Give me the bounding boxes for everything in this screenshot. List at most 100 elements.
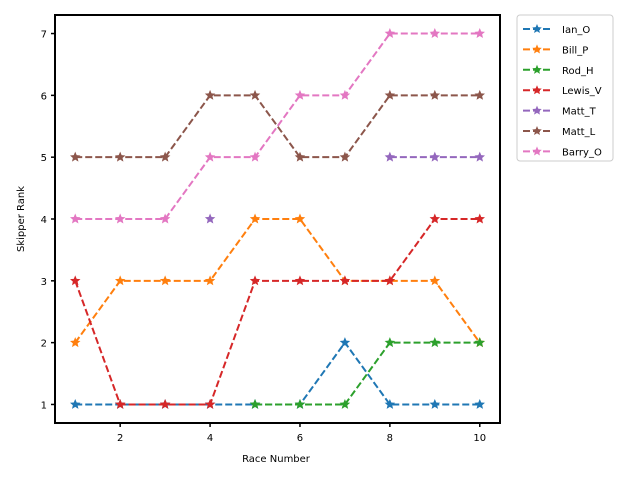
star-marker-icon [294,398,306,409]
star-marker-icon [429,151,441,162]
star-marker-icon [429,398,441,409]
star-marker-icon [249,89,261,100]
y-axis-ticks: 1 2 3 4 5 6 7 [41,30,55,411]
star-marker-icon [70,151,81,162]
star-marker-icon [159,275,171,286]
star-marker-icon [294,151,306,162]
y-tick-label: 1 [41,400,47,411]
star-marker-icon [532,64,542,74]
star-marker-icon [294,275,306,286]
series-line [255,341,480,406]
star-marker-icon [474,398,485,409]
y-tick-label: 5 [41,153,47,164]
star-marker-icon [70,213,81,224]
legend-label: Rod_H [562,66,593,77]
star-marker-icon [339,89,351,100]
star-marker-icon [70,337,81,348]
series-lewis-v [70,213,485,409]
legend-item: Bill_P [523,44,588,56]
star-marker-icon [532,146,542,156]
star-marker-icon [339,337,351,348]
legend-item: Ian_O [523,24,590,36]
star-marker-icon [70,275,81,286]
star-marker-icon [429,275,441,286]
plot-lines [70,28,485,409]
star-marker-icon [249,151,261,162]
series-rod-h [249,337,485,409]
x-tick-label: 2 [117,433,123,444]
y-tick-label: 4 [41,215,47,226]
star-marker-icon [70,398,81,409]
star-marker-icon [384,337,396,348]
star-marker-icon [532,24,542,34]
star-marker-icon [384,151,396,162]
star-marker-icon [474,28,485,38]
star-marker-icon [204,89,216,100]
star-marker-icon [249,275,261,286]
legend-label: Lewis_V [562,86,602,97]
legend-label: Bill_P [562,45,588,56]
star-marker-icon [474,213,485,224]
legend-item: Matt_T [523,105,597,118]
star-marker-icon [339,398,351,409]
y-axis-label: Skipper Rank [16,186,27,252]
star-marker-icon [474,89,485,100]
y-tick-label: 2 [41,339,47,350]
series-barry-o [70,28,485,224]
star-marker-icon [204,151,216,162]
y-tick-label: 3 [41,277,47,288]
y-tick-label: 6 [41,91,47,102]
x-axis-label: Race Number [242,454,311,465]
x-tick-label: 4 [207,433,213,444]
legend: Ian_O Bill_P Rod_H Lewis_V Matt_T Matt_L Barry… [516,14,614,162]
series-matt-l [70,89,485,162]
y-tick-label: 7 [41,30,47,41]
star-marker-icon [114,275,126,286]
series-ian-o [70,337,485,409]
star-marker-icon [114,213,126,224]
series-line [74,218,480,406]
star-marker-icon [249,398,261,409]
x-axis-ticks: 2 4 6 8 10 [117,423,486,444]
star-marker-icon [339,275,351,286]
star-marker-icon [339,151,351,162]
star-marker-icon [384,89,396,100]
series-matt-t [204,151,485,224]
star-marker-icon [532,126,542,136]
star-marker-icon [429,28,441,38]
star-marker-icon [532,85,542,95]
series-line [74,218,481,344]
star-marker-icon [384,398,396,409]
star-marker-icon [294,89,306,100]
legend-frame [516,14,614,162]
series-line [75,340,480,406]
star-marker-icon [114,151,126,162]
star-marker-icon [474,151,485,162]
star-marker-icon [204,275,216,286]
legend-item: Rod_H [523,64,593,77]
star-marker-icon [384,28,396,38]
x-tick-label: 10 [473,433,486,444]
star-marker-icon [159,213,171,224]
star-marker-icon [429,213,441,224]
star-marker-icon [532,44,542,54]
star-marker-icon [249,213,261,224]
star-marker-icon [294,213,306,224]
legend-label: Barry_O [562,147,602,158]
star-marker-icon [159,398,171,409]
star-marker-icon [384,275,396,286]
x-tick-label: 6 [297,433,303,444]
star-marker-icon [429,337,441,348]
star-marker-icon [114,398,126,409]
legend-item: Lewis_V [523,85,602,97]
legend-item: Matt_L [523,126,596,138]
legend-label: Ian_O [562,25,590,36]
series-line [75,94,480,159]
legend-label: Matt_T [562,107,597,118]
star-marker-icon [204,213,216,224]
star-marker-icon [429,89,441,100]
star-marker-icon [532,105,542,115]
series-line [75,32,480,220]
star-marker-icon [159,151,171,162]
